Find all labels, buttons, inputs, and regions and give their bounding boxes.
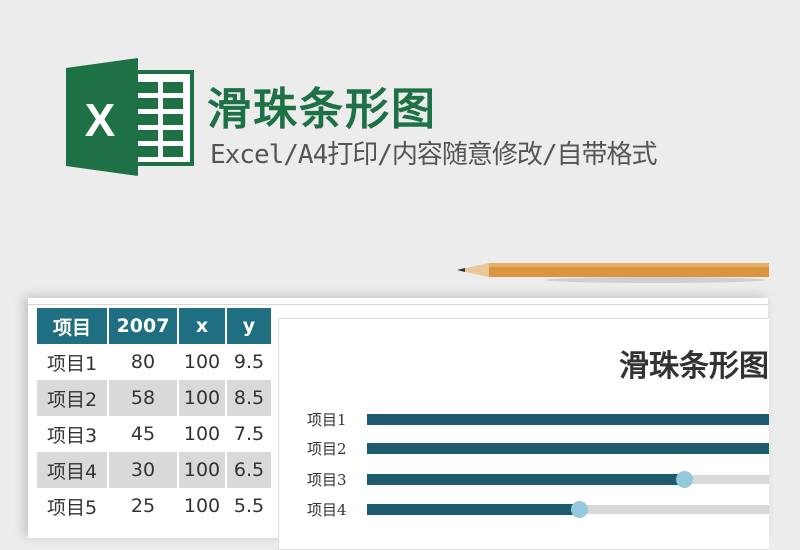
cell[interactable]: 项目4 bbox=[37, 452, 109, 488]
header-cell: x bbox=[178, 308, 227, 344]
cell[interactable]: 45 bbox=[108, 416, 179, 452]
chart-title: 滑珠条形图 bbox=[619, 349, 769, 384]
cell[interactable]: 100 bbox=[178, 416, 227, 452]
bar-track bbox=[367, 414, 769, 425]
bar bbox=[367, 414, 769, 425]
cell[interactable]: 项目2 bbox=[37, 380, 109, 416]
cell[interactable]: 25 bbox=[108, 488, 179, 524]
bar bbox=[367, 443, 769, 454]
table-row: 项目1 80 100 9.5 bbox=[37, 344, 273, 380]
table-row: 项目3 45 100 7.5 bbox=[37, 416, 273, 452]
svg-text:X: X bbox=[85, 94, 116, 146]
pencil-icon bbox=[457, 263, 769, 283]
page-subtitle: Excel/A4打印/内容随意修改/自带格式 bbox=[210, 140, 658, 170]
cell[interactable]: 5.5 bbox=[226, 488, 273, 524]
bar-track bbox=[367, 471, 769, 488]
bead-marker bbox=[570, 501, 588, 518]
bead-marker bbox=[676, 471, 694, 488]
cell[interactable]: 100 bbox=[178, 344, 227, 380]
bead-bar-chart[interactable]: 滑珠条形图 项目1 项目2 项目3 项目4 bbox=[278, 318, 769, 550]
cell[interactable]: 58 bbox=[108, 380, 179, 416]
category-label: 项目3 bbox=[307, 471, 347, 489]
header-cell: y bbox=[226, 308, 273, 344]
cell[interactable]: 7.5 bbox=[226, 416, 273, 452]
cell[interactable]: 项目3 bbox=[37, 416, 109, 452]
bar bbox=[367, 504, 579, 515]
cell[interactable]: 100 bbox=[178, 452, 227, 488]
spreadsheet: 项目 2007 x y 项目1 80 100 9.5 项目2 58 100 8.5 项目3 4… bbox=[28, 298, 769, 550]
category-label: 项目4 bbox=[307, 501, 347, 519]
cell[interactable]: 项目5 bbox=[37, 488, 109, 524]
cell[interactable]: 30 bbox=[108, 452, 179, 488]
table-header: 项目 2007 x y bbox=[37, 308, 273, 344]
header-cell: 2007 bbox=[108, 308, 179, 344]
data-table: 项目 2007 x y 项目1 80 100 9.5 项目2 58 100 8.5 项目3 4… bbox=[37, 308, 273, 524]
excel-logo-icon: X bbox=[66, 58, 194, 176]
cell[interactable]: 100 bbox=[178, 488, 227, 524]
bar bbox=[367, 474, 685, 485]
cell[interactable]: 9.5 bbox=[226, 344, 273, 380]
page-title: 滑珠条形图 bbox=[207, 84, 437, 135]
category-label: 项目2 bbox=[307, 440, 347, 458]
header-cell: 项目 bbox=[37, 308, 109, 344]
cell[interactable]: 80 bbox=[108, 344, 179, 380]
table-row: 项目2 58 100 8.5 bbox=[37, 380, 273, 416]
cell[interactable]: 8.5 bbox=[226, 380, 273, 416]
bar-track bbox=[367, 501, 769, 518]
table-row: 项目4 30 100 6.5 bbox=[37, 452, 273, 488]
bar-track bbox=[367, 443, 769, 454]
cell[interactable]: 100 bbox=[178, 380, 227, 416]
cell[interactable]: 6.5 bbox=[226, 452, 273, 488]
category-label: 项目1 bbox=[307, 411, 347, 429]
table-row: 项目5 25 100 5.5 bbox=[37, 488, 273, 524]
cell[interactable]: 项目1 bbox=[37, 344, 109, 380]
